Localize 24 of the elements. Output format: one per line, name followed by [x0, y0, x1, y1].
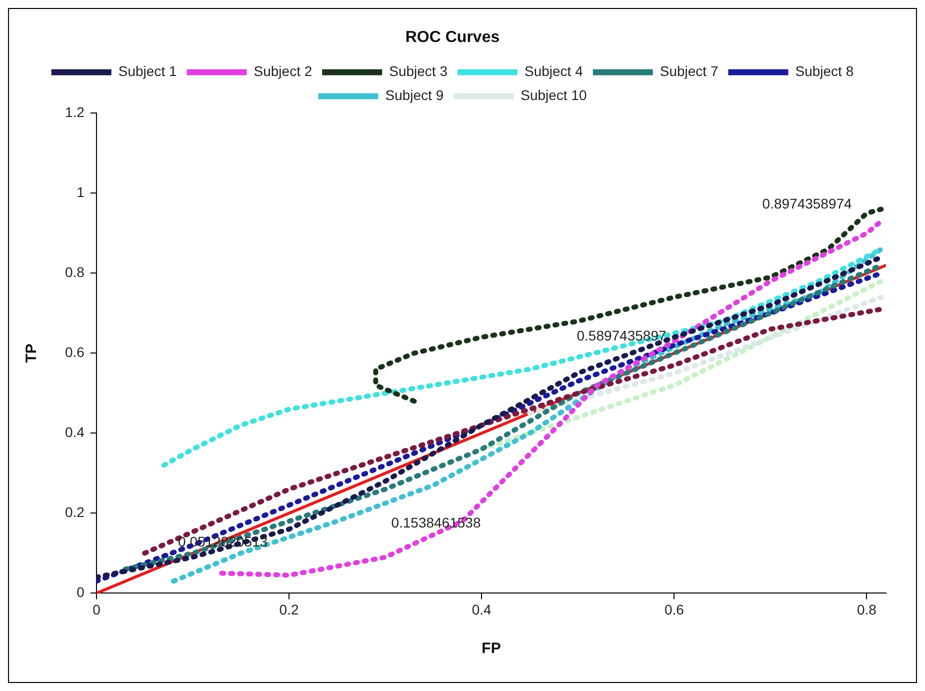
y-tick-label: 0	[76, 584, 85, 600]
x-tick-label: 0.4	[472, 601, 492, 618]
x-tick-label: 0.2	[279, 601, 299, 618]
y-tick-label: 1.2	[64, 104, 85, 120]
legend-label: Subject 1	[118, 63, 177, 80]
annotation: 0.8974358974	[762, 195, 852, 212]
chart-title: ROC Curves	[405, 29, 500, 46]
y-axis-title: TP	[23, 344, 40, 363]
x-tick-label: 0.8	[857, 601, 877, 618]
y-tick-label: 1	[76, 184, 85, 200]
y-tick-label: 0.4	[64, 424, 85, 440]
legend-label: Subject 10	[520, 87, 587, 104]
legend-label: Subject 4	[524, 63, 584, 80]
legend-label: Subject 8	[795, 63, 854, 80]
y-tick-label: 0.2	[64, 504, 85, 520]
x-tick-label: 0.6	[664, 601, 684, 618]
legend-label: Subject 2	[254, 63, 312, 80]
legend-label: Subject 7	[660, 63, 718, 80]
y-tick-label: 0.8	[64, 264, 85, 280]
legend-label: Subject 3	[389, 63, 448, 80]
legend-label: Subject 9	[385, 87, 444, 104]
x-tick-label: 0	[92, 601, 101, 618]
x-axis-title: FP	[482, 640, 501, 658]
y-tick-label: 0.6	[64, 344, 85, 360]
